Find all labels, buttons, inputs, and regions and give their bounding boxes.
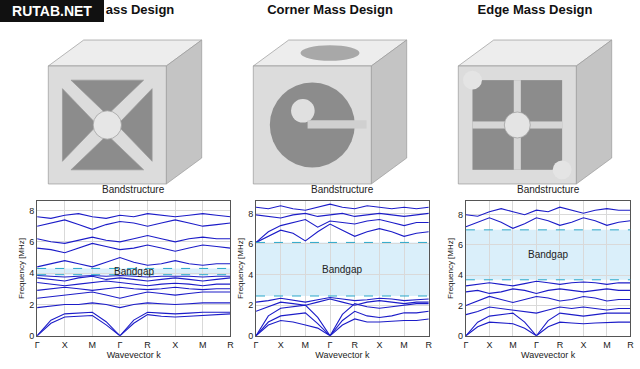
svg-text:4: 4: [458, 270, 463, 280]
svg-text:X: X: [486, 340, 492, 350]
svg-text:Γ: Γ: [35, 340, 40, 350]
svg-text:4: 4: [29, 268, 34, 278]
svg-text:2: 2: [458, 301, 463, 311]
svg-text:R: R: [144, 340, 151, 350]
svg-text:2: 2: [29, 300, 34, 310]
svg-text:M: M: [509, 340, 517, 350]
svg-text:M: M: [603, 340, 611, 350]
svg-text:M: M: [302, 340, 310, 350]
svg-text:6: 6: [458, 240, 463, 250]
svg-text:Γ: Γ: [254, 340, 259, 350]
svg-text:Bandstructure: Bandstructure: [517, 184, 580, 195]
svg-text:Wavevector k: Wavevector k: [521, 350, 576, 360]
svg-text:Wavevector k: Wavevector k: [107, 350, 162, 360]
svg-text:X: X: [376, 340, 382, 350]
svg-text:8: 8: [248, 208, 253, 218]
svg-text:R: R: [557, 340, 564, 350]
svg-text:Frequency [MHz]: Frequency [MHz]: [17, 238, 26, 299]
svg-text:8: 8: [458, 210, 463, 220]
svg-text:Γ: Γ: [463, 340, 468, 350]
svg-text:Γ: Γ: [534, 340, 539, 350]
svg-text:Bandgap: Bandgap: [114, 266, 154, 277]
svg-text:0: 0: [29, 331, 34, 341]
svg-text:2: 2: [248, 300, 253, 310]
svg-text:Γ: Γ: [117, 340, 122, 350]
svg-text:6: 6: [248, 239, 253, 249]
svg-text:X: X: [278, 340, 284, 350]
svg-text:M: M: [89, 340, 97, 350]
svg-text:0: 0: [248, 331, 253, 341]
svg-text:R: R: [351, 340, 358, 350]
svg-text:Corner Mass Design: Corner Mass Design: [267, 2, 393, 17]
svg-text:Edge Mass Design: Edge Mass Design: [478, 2, 593, 17]
svg-text:0: 0: [458, 331, 463, 341]
svg-text:Bandgap: Bandgap: [322, 264, 362, 275]
svg-text:Wavevector k: Wavevector k: [315, 350, 370, 360]
svg-text:Γ: Γ: [328, 340, 333, 350]
svg-text:ass Design: ass Design: [106, 2, 175, 17]
svg-text:X: X: [172, 340, 178, 350]
svg-text:R: R: [627, 340, 634, 350]
svg-text:Bandgap: Bandgap: [528, 249, 568, 260]
svg-text:M: M: [199, 340, 207, 350]
svg-text:X: X: [580, 340, 586, 350]
svg-text:Frequency [MHz]: Frequency [MHz]: [236, 238, 245, 299]
svg-text:Bandstructure: Bandstructure: [102, 184, 165, 195]
svg-text:R: R: [227, 340, 234, 350]
svg-text:R: R: [426, 340, 433, 350]
svg-text:4: 4: [248, 270, 253, 280]
svg-text:6: 6: [29, 237, 34, 247]
svg-text:RUTAB.NET: RUTAB.NET: [12, 3, 92, 19]
svg-text:8: 8: [29, 206, 34, 216]
svg-text:M: M: [400, 340, 408, 350]
svg-text:X: X: [62, 340, 68, 350]
svg-text:Frequency [MHz]: Frequency [MHz]: [446, 238, 455, 299]
svg-text:Bandstructure: Bandstructure: [311, 184, 374, 195]
